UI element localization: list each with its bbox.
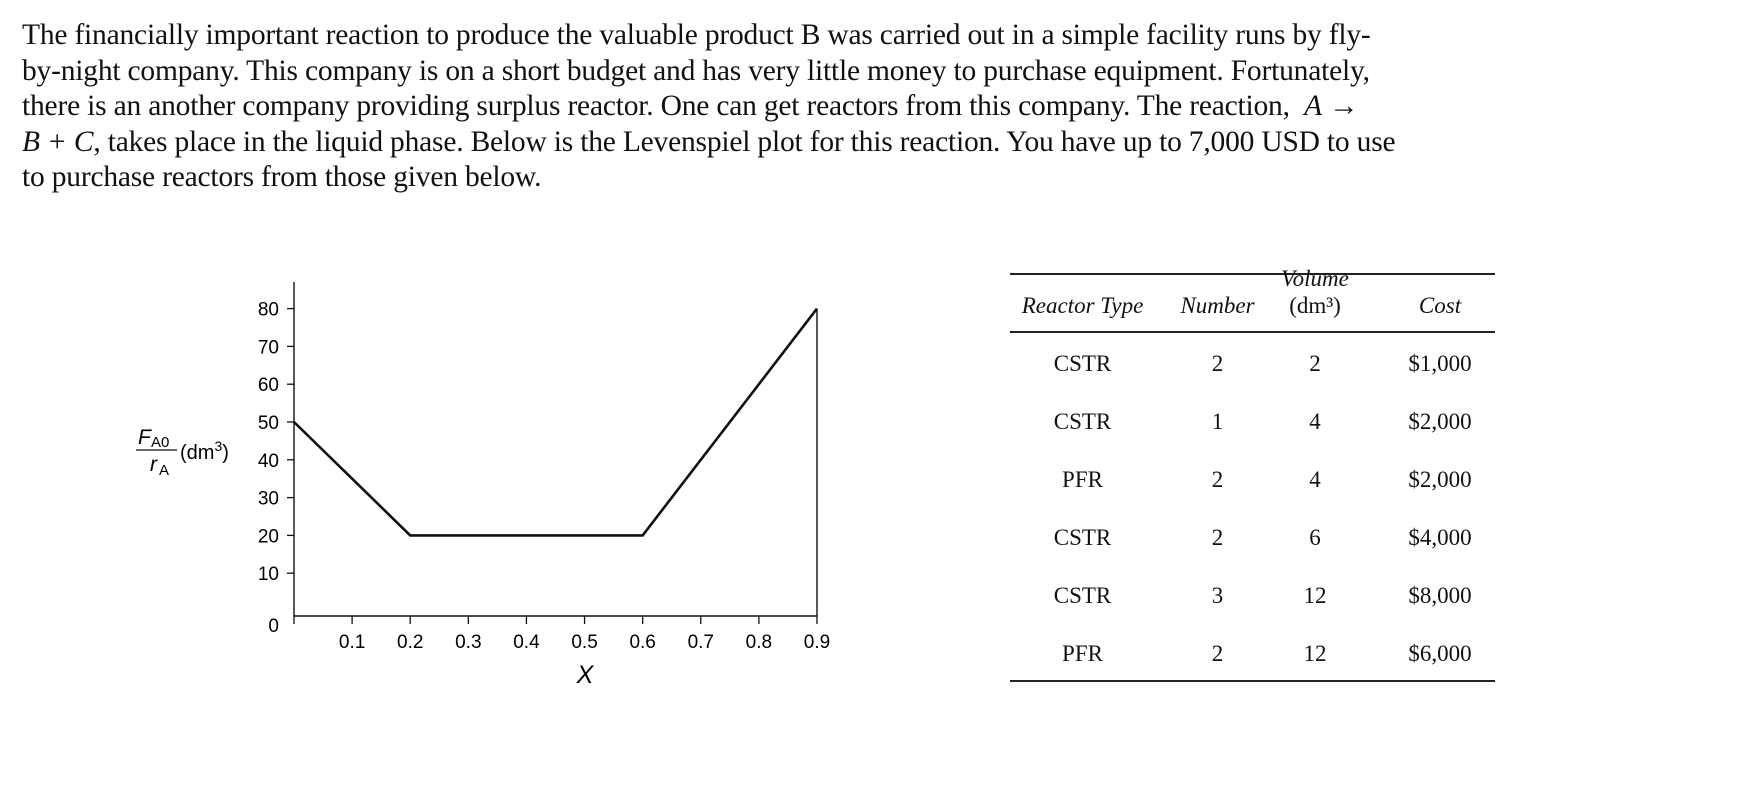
cell-volume: 12	[1303, 583, 1327, 608]
reaction-arrow: →	[1329, 90, 1359, 122]
header-volume-line1: Volume	[1281, 266, 1349, 291]
x-tick-label: 0.7	[688, 632, 714, 653]
y-label-denominator: r	[150, 453, 158, 476]
x-tick-label: 0.2	[397, 632, 423, 653]
cell-volume: 2	[1309, 351, 1321, 376]
x-tick-label: 0.4	[513, 632, 540, 653]
x-tick-label: 0.5	[571, 632, 597, 653]
x-tick-label: 0.6	[629, 632, 655, 653]
cell-number: 2	[1211, 351, 1224, 376]
y-tick-label: 50	[258, 413, 279, 434]
cell-type: CSTR	[1053, 525, 1112, 550]
y-tick-label: 30	[258, 489, 279, 510]
cell-volume: 4	[1309, 409, 1321, 434]
problem-line-3: there is an another company providing su…	[22, 89, 1722, 125]
y-ticks: 0 10 20 30 40 50 60 70 80	[258, 300, 294, 637]
cell-type: PFR	[1062, 641, 1103, 666]
y-label-numerator: F	[138, 426, 152, 449]
cell-type: PFR	[1062, 467, 1103, 492]
header-cost: Cost	[1418, 293, 1462, 318]
cell-type: CSTR	[1053, 409, 1112, 434]
y-label-numerator-sub: A0	[151, 434, 169, 451]
y-tick-label: 20	[258, 526, 279, 547]
x-tick-label: 0.1	[339, 632, 365, 653]
y-tick-label: 40	[258, 451, 279, 472]
problem-line-3-text: there is an another company providing su…	[22, 90, 1290, 122]
cell-cost: $6,000	[1408, 641, 1472, 666]
table-bottom-rule	[1010, 680, 1495, 682]
y-tick-label: 70	[258, 337, 279, 358]
problem-line-2: by-night company. This company is on a s…	[22, 54, 1370, 87]
table-top-rule	[1010, 273, 1495, 275]
cell-cost: $2,000	[1408, 409, 1472, 434]
header-reactor-type: Reactor Type	[1021, 293, 1144, 318]
x-axis-label: X	[576, 661, 595, 689]
cell-type: CSTR	[1053, 583, 1112, 608]
problem-line-4: B + C, takes place in the liquid phase. …	[22, 125, 1722, 161]
y-axis-label: F A0 r A (dm3)	[136, 426, 229, 479]
y-tick-label: 60	[258, 375, 279, 396]
problem-line-5: to purchase reactors from those given be…	[22, 161, 542, 193]
y-tick-label: 80	[258, 300, 279, 321]
header-volume-line2: (dm³)	[1289, 293, 1341, 318]
cell-number: 2	[1211, 525, 1224, 550]
problem-line-4-text: , takes place in the liquid phase. Below…	[93, 125, 1396, 158]
cell-volume: 12	[1303, 641, 1327, 666]
species-a: A	[1304, 90, 1322, 122]
x-tick-label: 0.8	[746, 632, 772, 653]
cell-type: CSTR	[1053, 351, 1112, 376]
cell-number: 2	[1211, 641, 1224, 666]
levenspiel-curve	[293, 307, 819, 537]
x-tick-label: 0.3	[455, 632, 481, 653]
problem-statement: The financially important reaction to pr…	[22, 18, 1722, 196]
y-label-denominator-sub: A	[159, 462, 169, 479]
x-tick-label: 0.9	[804, 632, 830, 653]
cell-number: 2	[1211, 467, 1224, 492]
cell-number: 1	[1211, 409, 1224, 434]
problem-line-1: The financially important reaction to pr…	[22, 19, 1371, 51]
header-number: Number	[1180, 293, 1255, 318]
products-b-c: B + C	[22, 125, 94, 158]
cell-cost: $4,000	[1408, 525, 1472, 550]
y-label-unit: (dm3)	[180, 438, 229, 464]
y-tick-label: 10	[258, 564, 279, 585]
cell-cost: $2,000	[1408, 467, 1472, 492]
x-ticks: 0.1 0.2 0.3 0.4 0.5 0.6 0.7 0.8 0.9	[293, 616, 830, 653]
y-tick-label: 0	[268, 616, 279, 637]
cell-volume: 4	[1309, 467, 1321, 492]
cell-cost: $8,000	[1408, 583, 1472, 608]
cell-cost: $1,000	[1408, 351, 1472, 376]
cell-number: 3	[1211, 583, 1224, 608]
cell-volume: 6	[1309, 525, 1321, 550]
table-header-rule	[1010, 331, 1495, 333]
